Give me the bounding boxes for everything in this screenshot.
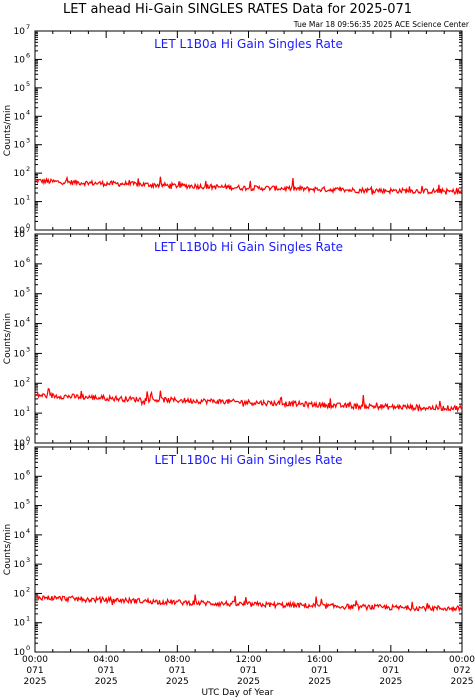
y-tick-label: 10	[14, 443, 26, 453]
y-tick-exponent: 3	[26, 345, 30, 353]
y-tick-label: 10	[14, 472, 26, 482]
y-tick-exponent: 6	[26, 51, 30, 59]
y-tick-exponent: 6	[26, 256, 30, 264]
y-tick-label: 10	[14, 531, 26, 541]
y-tick-label: 10	[14, 320, 26, 330]
x-tick-doy: 072	[453, 666, 470, 676]
y-axis-label: Counts/min	[3, 313, 13, 364]
x-tick-doy: 071	[311, 666, 328, 676]
x-tick-doy: 071	[382, 666, 399, 676]
y-tick-label: 10	[14, 230, 26, 240]
y-tick-label: 10	[14, 260, 26, 270]
x-tick-time: 20:00	[378, 655, 404, 665]
y-tick-label: 10	[14, 560, 26, 570]
y-tick-exponent: 3	[26, 137, 30, 145]
x-tick-doy: 071	[26, 666, 43, 676]
x-tick-time: 04:00	[93, 655, 119, 665]
y-axis-label: Counts/min	[3, 105, 13, 156]
y-tick-label: 10	[14, 141, 26, 151]
generated-timestamp: Tue Mar 18 09:56:35 2025 ACE Science Cen…	[293, 20, 469, 29]
y-tick-label: 10	[14, 502, 26, 512]
y-tick-label: 10	[14, 648, 26, 658]
y-tick-exponent: 0	[26, 644, 30, 652]
y-tick-exponent: 4	[26, 108, 30, 116]
x-tick-time: 16:00	[307, 655, 333, 665]
y-tick-exponent: 2	[26, 585, 30, 593]
figure-title: LET ahead Hi-Gain SINGLES RATES Data for…	[62, 2, 413, 17]
panel-frame	[34, 233, 463, 444]
y-tick-exponent: 7	[26, 226, 30, 234]
y-tick-exponent: 1	[26, 615, 30, 623]
y-tick-exponent: 2	[26, 375, 30, 383]
series-line	[34, 175, 463, 196]
series-line	[34, 387, 463, 413]
y-tick-exponent: 0	[26, 222, 30, 230]
panel-title: LET L1B0c Hi Gain Singles Rate	[154, 453, 342, 467]
y-tick-exponent: 7	[26, 23, 30, 31]
y-tick-label: 10	[14, 226, 26, 236]
x-tick-doy: 071	[169, 666, 186, 676]
y-tick-label: 10	[14, 619, 26, 629]
y-tick-exponent: 3	[26, 556, 30, 564]
y-tick-label: 10	[14, 169, 26, 179]
y-tick-exponent: 5	[26, 80, 30, 88]
x-tick-year: 2025	[451, 677, 474, 687]
panel-title: LET L1B0b Hi Gain Singles Rate	[154, 240, 343, 254]
x-tick-doy: 071	[240, 666, 257, 676]
y-tick-label: 10	[14, 290, 26, 300]
y-tick-exponent: 7	[26, 439, 30, 447]
y-tick-exponent: 5	[26, 286, 30, 294]
y-tick-exponent: 5	[26, 498, 30, 506]
y-tick-exponent: 4	[26, 316, 30, 324]
x-tick-time: 12:00	[236, 655, 262, 665]
y-tick-label: 10	[14, 55, 26, 65]
y-tick-label: 10	[14, 349, 26, 359]
y-tick-exponent: 1	[26, 405, 30, 413]
y-tick-label: 10	[14, 379, 26, 389]
panel-title: LET L1B0a Hi Gain Singles Rate	[154, 37, 343, 51]
panel-frame	[34, 30, 463, 231]
x-tick-year: 2025	[95, 677, 118, 687]
series-line	[34, 594, 463, 613]
x-tick-time: 08:00	[164, 655, 190, 665]
x-tick-time: 00:00	[449, 655, 475, 665]
y-tick-exponent: 6	[26, 468, 30, 476]
y-tick-exponent: 4	[26, 527, 30, 535]
panel-frame	[34, 446, 463, 653]
y-tick-label: 10	[14, 589, 26, 599]
y-tick-exponent: 1	[26, 194, 30, 202]
y-tick-label: 10	[14, 27, 26, 37]
y-tick-label: 10	[14, 439, 26, 449]
x-tick-year: 2025	[308, 677, 331, 687]
x-tick-year: 2025	[379, 677, 402, 687]
y-axis-label: Counts/min	[3, 524, 13, 575]
y-tick-exponent: 0	[26, 435, 30, 443]
x-tick-doy: 071	[98, 666, 115, 676]
x-tick-year: 2025	[24, 677, 47, 687]
x-axis-label: UTC Day of Year	[201, 688, 274, 698]
y-tick-label: 10	[14, 84, 26, 94]
x-tick-time: 00:00	[22, 655, 48, 665]
y-tick-label: 10	[14, 198, 26, 208]
x-tick-year: 2025	[237, 677, 260, 687]
y-tick-exponent: 2	[26, 165, 30, 173]
y-tick-label: 10	[14, 409, 26, 419]
x-tick-year: 2025	[166, 677, 189, 687]
y-tick-label: 10	[14, 112, 26, 122]
